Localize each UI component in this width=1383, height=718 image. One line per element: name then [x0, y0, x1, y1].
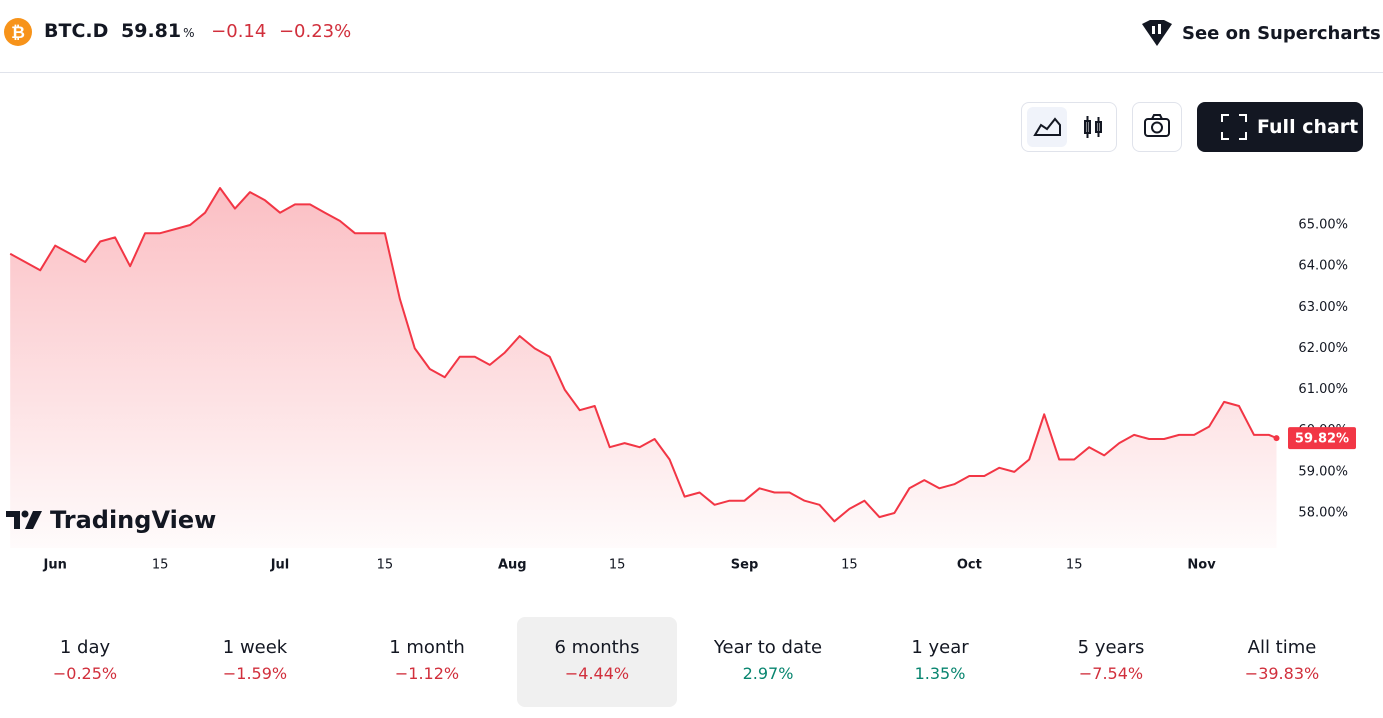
camera-icon — [1144, 114, 1170, 137]
price-label-bg — [1288, 427, 1356, 450]
change-percent: −0.23% — [278, 21, 352, 42]
period-tab[interactable]: All time −39.83% — [1202, 617, 1362, 707]
snapshot-button[interactable] — [1132, 102, 1182, 152]
period-tab[interactable]: 1 month −1.12% — [347, 617, 507, 707]
chart-style-group — [1021, 102, 1117, 152]
area-style-button[interactable] — [1027, 107, 1067, 147]
period-label: 1 month — [389, 637, 465, 658]
period-change: −1.59% — [222, 664, 288, 683]
period-label: 6 months — [554, 637, 640, 658]
area-icon — [1033, 117, 1061, 136]
area-fill — [10, 188, 1277, 548]
supercharts-icon — [1142, 20, 1172, 46]
period-change: −1.12% — [394, 664, 460, 683]
x-tick-label: Aug — [498, 558, 527, 573]
logo: TradingView — [6, 506, 216, 534]
period-label: 1 day — [59, 637, 111, 658]
link-text: See on Supercharts — [1182, 22, 1381, 44]
change: −0.14 — [211, 21, 267, 42]
period-change: 2.97% — [742, 664, 794, 683]
period-label: Year to date — [713, 637, 823, 658]
y-tick-label: 61.00% — [1298, 382, 1348, 397]
period-label: 1 year — [911, 637, 969, 658]
period-change: −0.25% — [52, 664, 118, 683]
y-tick-label: 58.00% — [1298, 506, 1348, 521]
y-tick-label: 59.00% — [1298, 464, 1348, 479]
period-label: 1 week — [222, 637, 288, 658]
x-tick-label: 15 — [609, 558, 626, 573]
y-tick-label: 63.00% — [1298, 300, 1348, 315]
chart: 58.00%59.00%60.00%61.00%62.00%63.00%64.0… — [9, 187, 1356, 573]
supercharts-link[interactable]: See on Supercharts — [1140, 18, 1381, 48]
price-unit: % — [183, 26, 195, 40]
period-tab[interactable]: 6 months −4.44% — [517, 617, 677, 707]
price-label: 59.82% — [1295, 432, 1349, 447]
period-change: −4.44% — [564, 664, 630, 683]
x-tick-label: Jun — [43, 558, 67, 573]
last-point — [1273, 435, 1280, 442]
y-tick-label: 62.00% — [1298, 341, 1348, 356]
full-chart-text: Full chart — [1257, 116, 1359, 138]
fullscreen-icon — [1221, 114, 1247, 140]
price: 59.81 — [121, 20, 182, 42]
x-tick-label: 15 — [1066, 558, 1083, 573]
period-tab[interactable]: 1 week −1.59% — [175, 617, 335, 707]
candle-icon — [1084, 116, 1102, 138]
quote: BTC.D 59.81% −0.14 −0.23% — [44, 20, 351, 42]
x-tick-label: Sep — [731, 558, 759, 573]
period-tab[interactable]: 1 year 1.35% — [860, 617, 1020, 707]
x-tick-label: 15 — [841, 558, 858, 573]
x-tick-label: Jul — [270, 558, 290, 573]
period-change: −7.54% — [1078, 664, 1144, 683]
period-label: All time — [1247, 637, 1317, 658]
period-label: 5 years — [1077, 637, 1145, 658]
y-tick-label: 64.00% — [1298, 259, 1348, 274]
period-tab[interactable]: Year to date 2.97% — [688, 617, 848, 707]
x-tick-label: Nov — [1187, 558, 1216, 573]
x-tick-label: Oct — [957, 558, 982, 573]
logo-icon — [6, 510, 42, 529]
candle-style-button[interactable] — [1073, 107, 1113, 147]
bitcoin-icon: ₿ — [4, 18, 32, 46]
svg-text:₿: ₿ — [11, 23, 25, 43]
symbol: BTC.D — [44, 20, 109, 42]
period-tab[interactable]: 5 years −7.54% — [1031, 617, 1191, 707]
x-tick-label: 15 — [152, 558, 169, 573]
x-tick-label: 15 — [377, 558, 394, 573]
period-change: 1.35% — [914, 664, 966, 683]
period-change: −39.83% — [1244, 664, 1320, 683]
full-chart-button[interactable]: Full chart — [1197, 102, 1363, 152]
y-tick-label: 65.00% — [1298, 218, 1348, 233]
logo-text: TradingView — [50, 506, 217, 534]
header: ₿ BTC.D 59.81% −0.14 −0.23% See on Super… — [0, 0, 1383, 73]
price-line — [9, 187, 1277, 523]
period-tab[interactable]: 1 day −0.25% — [5, 617, 165, 707]
